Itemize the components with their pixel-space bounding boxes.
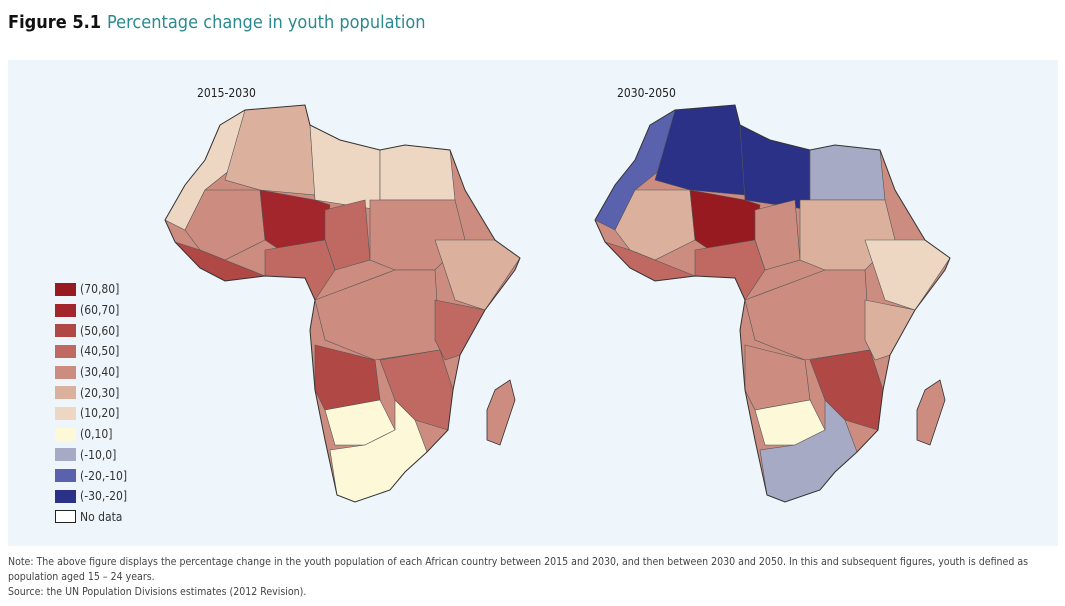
legend: (70,80] (60,70] (50,60] (40,50] (30,40] (20,3… [55,279,127,527]
legend-label: (0,10] [80,427,113,442]
legend-label: (40,50] [80,344,120,359]
legend-item: (0,10] [55,424,127,445]
coastline [594,104,951,503]
africa-map-2015-2030 [164,104,521,503]
figure-title: Figure 5.1 Percentage change in youth pop… [8,12,426,33]
legend-item: (60,70] [55,300,127,321]
legend-item: (40,50] [55,341,127,362]
figure-caption: Percentage change in youth population [107,12,426,33]
country-region [434,299,486,361]
legend-label: (20,30] [80,385,120,400]
legend-label: (60,70] [80,303,120,318]
legend-swatch [55,510,76,524]
legend-item: (70,80] [55,279,127,300]
country-region [434,239,520,311]
legend-swatch [55,303,76,317]
legend-label: (10,20] [80,406,120,421]
country-region [309,124,381,211]
source-text: Source: the UN Population Divisions esti… [8,586,307,598]
legend-item: (10,20] [55,403,127,424]
legend-label: (-30,-20] [80,489,128,504]
figure-number: Figure 5.1 [8,12,102,33]
legend-label: No data [80,509,123,524]
map-label-2030-2050: 2030-2050 [617,86,676,100]
legend-swatch [55,427,76,441]
legend-item: (-30,-20] [55,486,127,507]
madagascar-region [916,379,946,446]
legend-label: (-10,0] [80,447,117,462]
legend-label: (50,60] [80,323,120,338]
country-region [864,299,916,361]
coastline [164,104,521,503]
madagascar-region [486,379,516,446]
legend-label: (70,80] [80,282,120,297]
country-region [864,239,950,311]
legend-item: (20,30] [55,382,127,403]
country-region [739,124,811,211]
legend-swatch [55,344,76,358]
legend-swatch [55,282,76,296]
legend-swatch [55,448,76,462]
legend-label: (-20,-10] [80,468,128,483]
legend-swatch [55,469,76,483]
legend-swatch [55,489,76,503]
country-region [759,399,858,502]
legend-swatch [55,386,76,400]
country-region [329,399,428,502]
legend-item: No data [55,507,127,528]
map-label-2015-2030: 2015-2030 [197,86,256,100]
legend-swatch [55,406,76,420]
note-text: Note: The above figure displays the perc… [8,556,1029,583]
legend-swatch [55,365,76,379]
legend-item: (-20,-10] [55,465,127,486]
figure-note: Note: The above figure displays the perc… [8,555,1058,600]
legend-label: (30,40] [80,365,120,380]
legend-item: (50,60] [55,320,127,341]
country-region [809,144,886,201]
legend-swatch [55,324,76,338]
country-region [754,199,801,271]
country-region [379,144,456,201]
legend-item: (-10,0] [55,445,127,466]
country-region [324,199,371,271]
africa-map-2030-2050 [594,104,951,503]
legend-item: (30,40] [55,362,127,383]
